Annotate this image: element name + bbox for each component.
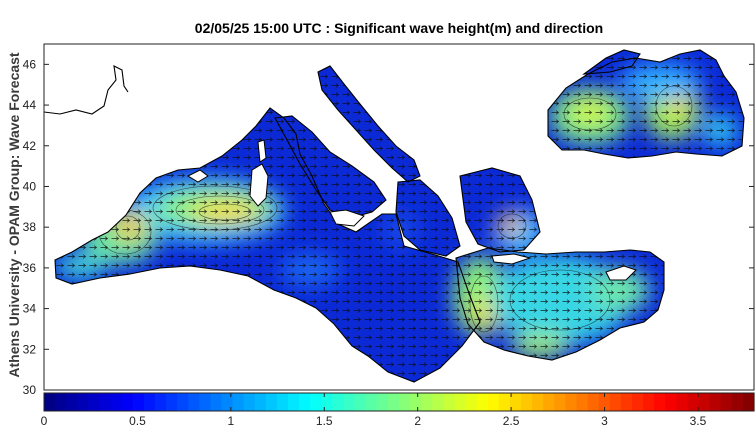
- colorbar-cell: [698, 393, 711, 411]
- colorbar-cell: [421, 393, 433, 411]
- colorbar-cell: [221, 393, 234, 411]
- colorbar-cell: [554, 393, 567, 411]
- colorbar-cell: [276, 393, 289, 411]
- colorbar-tick-label: 1: [227, 414, 234, 428]
- colorbar: 0 0.5 1 1.5 2 2.5 3 3.5: [41, 392, 755, 428]
- coastlines: [44, 49, 745, 383]
- colorbar-tick-label: 3: [601, 414, 608, 428]
- colorbar-tick-label: 2: [414, 414, 421, 428]
- colorbar-cell: [509, 393, 522, 411]
- colorbar-tick-label: 0.5: [129, 414, 146, 428]
- colorbar-cell: [310, 393, 322, 411]
- colorbar-cell: [288, 393, 300, 411]
- colorbar-cell: [321, 393, 334, 411]
- colorbar-cell: [154, 393, 167, 411]
- colorbar-cell: [254, 393, 267, 411]
- colorbar-cell: [709, 393, 722, 411]
- colorbar-cell: [676, 393, 689, 411]
- island-corsica: [257, 139, 267, 163]
- island-sicily: [329, 209, 365, 227]
- colorbar-cell: [576, 393, 589, 411]
- colorbar-cell: [376, 393, 389, 411]
- island-cyprus: [605, 265, 637, 281]
- colorbar-cell: [432, 393, 444, 411]
- island-crete: [491, 253, 532, 265]
- atlantic-coast: [44, 65, 129, 115]
- colorbar-cell: [620, 393, 633, 411]
- colorbar-cell: [587, 393, 600, 411]
- colorbar-cell: [665, 393, 677, 411]
- colorbar-cell: [410, 393, 422, 411]
- latitude-tick-label: 42: [23, 139, 37, 153]
- colorbar-cell: [521, 393, 533, 411]
- map-title: 02/05/25 15:00 UTC : Significant wave he…: [194, 20, 604, 36]
- colorbar-cell: [210, 393, 223, 411]
- colorbar-cell: [243, 393, 256, 411]
- colorbar-tick-label: 3.5: [690, 414, 707, 428]
- colorbar-cell: [188, 393, 200, 411]
- colorbar-cell: [232, 393, 245, 411]
- colorbar-cell: [55, 393, 67, 411]
- colorbar-cell: [166, 393, 178, 411]
- island-mallorca: [186, 169, 209, 183]
- colorbar-cell: [332, 393, 345, 411]
- colorbar-cell: [265, 393, 278, 411]
- islands: [186, 139, 637, 281]
- colorbar-cell: [88, 393, 101, 411]
- colorbar-cell: [454, 393, 467, 411]
- latitude-tick-label: 46: [23, 57, 37, 71]
- colorbar-cell: [643, 393, 655, 411]
- colorbar-cell: [720, 393, 733, 411]
- colorbar-cell: [465, 393, 478, 411]
- colorbar-cell: [443, 393, 456, 411]
- colorbar-cell: [121, 393, 134, 411]
- colorbar-cell: [565, 393, 578, 411]
- latitude-axis: 46 44 42 40 38 36 34 32 30: [23, 57, 754, 397]
- colorbar-cell: [387, 393, 400, 411]
- colorbar-cell: [110, 393, 123, 411]
- colorbar-cell: [99, 393, 112, 411]
- colorbar-tick-label: 2.5: [503, 414, 520, 428]
- colorbar-frame: [43, 392, 755, 412]
- colorbar-cell: [498, 393, 511, 411]
- map-axes-frame: [43, 43, 755, 391]
- colorbar-tick-label: 0: [41, 414, 48, 428]
- colorbar-cell: [77, 393, 89, 411]
- island-sardinia: [249, 163, 269, 207]
- colorbar-cell: [631, 393, 644, 411]
- colorbar-cell: [598, 393, 611, 411]
- latitude-tick-label: 38: [23, 220, 37, 234]
- latitude-tick-label: 44: [23, 98, 37, 112]
- latitude-tick-label: 34: [23, 302, 37, 316]
- colorbar-cell: [399, 393, 411, 411]
- colorbar-cell: [687, 393, 700, 411]
- colorbar-cell: [132, 393, 145, 411]
- latitude-tick-label: 36: [23, 261, 37, 275]
- latitude-tick-label: 40: [23, 179, 37, 193]
- colorbar-cell: [654, 393, 666, 411]
- colorbar-ticks: 0 0.5 1 1.5 2 2.5 3 3.5: [41, 393, 707, 428]
- latitude-tick-label: 32: [23, 342, 37, 356]
- colorbar-tick-label: 1.5: [316, 414, 333, 428]
- colorbar-cell: [177, 393, 189, 411]
- colorbar-cell: [354, 393, 367, 411]
- colorbar-cell: [543, 393, 555, 411]
- colorbar-cell: [532, 393, 544, 411]
- colorbar-cell: [742, 393, 755, 411]
- colorbar-cell: [143, 393, 156, 411]
- colorbar-cell: [487, 393, 500, 411]
- colorbar-cell: [44, 393, 56, 411]
- latitude-tick-label: 30: [23, 383, 37, 397]
- colorbar-cells: [44, 393, 755, 411]
- colorbar-cell: [476, 393, 489, 411]
- colorbar-cell: [365, 393, 378, 411]
- colorbar-cell: [66, 393, 78, 411]
- colorbar-cell: [731, 393, 744, 411]
- colorbar-cell: [343, 393, 356, 411]
- colorbar-cell: [199, 393, 212, 411]
- colorbar-cell: [299, 393, 311, 411]
- colorbar-cell: [609, 393, 622, 411]
